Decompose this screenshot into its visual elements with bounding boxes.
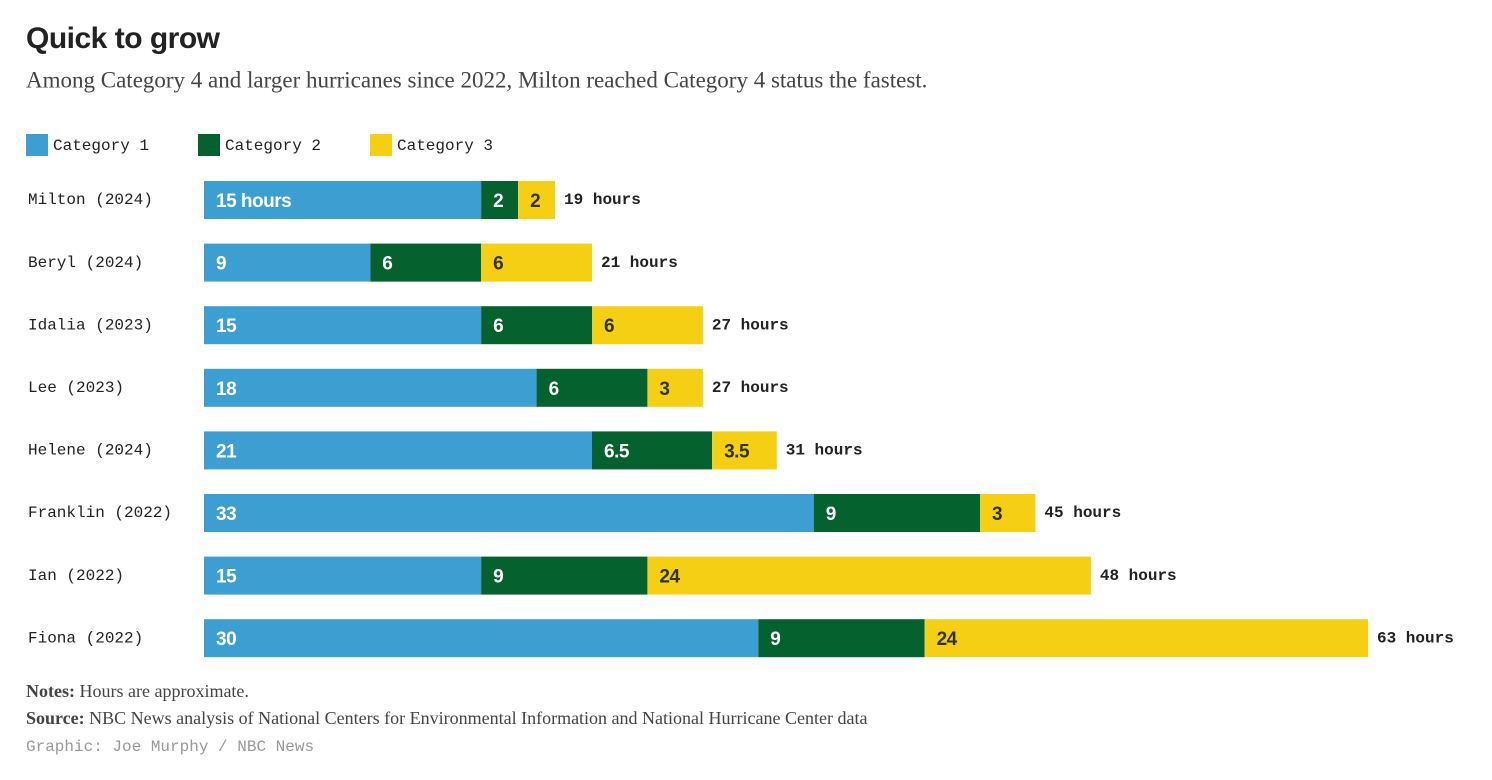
notes-label: Notes: bbox=[26, 681, 75, 701]
value-label: 24 bbox=[937, 629, 958, 650]
total-label: 27 hours bbox=[712, 379, 789, 397]
value-label: 24 bbox=[659, 567, 680, 588]
value-label: 3.5 bbox=[724, 441, 750, 462]
chart-subtitle: Among Category 4 and larger hurricanes s… bbox=[26, 67, 927, 92]
bar-segment bbox=[980, 494, 1036, 532]
value-label: 9 bbox=[826, 504, 836, 525]
bar-segment bbox=[647, 556, 1091, 595]
value-label: 15 hours bbox=[216, 191, 291, 212]
value-label: 6.5 bbox=[604, 441, 630, 462]
source-label: Source: bbox=[26, 708, 85, 728]
value-label: 6 bbox=[493, 316, 503, 337]
value-label: 30 bbox=[216, 629, 236, 650]
bar-segment bbox=[924, 619, 1368, 658]
category-label: Fiona (2022) bbox=[28, 629, 143, 647]
value-label: 6 bbox=[382, 254, 392, 275]
value-label: 6 bbox=[604, 316, 614, 337]
credit: Graphic: Joe Murphy / NBC News bbox=[26, 738, 314, 756]
total-label: 45 hours bbox=[1044, 504, 1121, 522]
category-label: Franklin (2022) bbox=[28, 504, 172, 522]
bar-segment bbox=[204, 306, 482, 345]
value-label: 21 bbox=[216, 441, 237, 462]
bar-segment bbox=[813, 494, 980, 532]
category-label: Lee (2023) bbox=[28, 379, 124, 397]
value-label: 6 bbox=[549, 379, 559, 400]
notes: Notes: Hours are approximate. bbox=[26, 681, 249, 701]
value-label: 2 bbox=[530, 191, 540, 212]
bar-segment bbox=[481, 243, 592, 282]
bar-segment bbox=[204, 619, 759, 658]
legend-label: Category 1 bbox=[53, 137, 149, 155]
source: Source: NBC News analysis of National Ce… bbox=[26, 708, 867, 728]
bar-segment bbox=[204, 556, 482, 595]
bar-segment bbox=[204, 494, 814, 532]
category-label: Idalia (2023) bbox=[28, 316, 153, 334]
total-label: 48 hours bbox=[1100, 567, 1177, 585]
bar-segment bbox=[592, 306, 703, 345]
category-label: Ian (2022) bbox=[28, 567, 124, 585]
value-label: 2 bbox=[493, 191, 503, 212]
value-label: 9 bbox=[770, 629, 780, 650]
bar-segment bbox=[592, 431, 713, 470]
chart-title: Quick to grow bbox=[26, 22, 221, 55]
value-label: 6 bbox=[493, 254, 503, 275]
notes-text: Hours are approximate. bbox=[79, 681, 248, 701]
bar-segment bbox=[481, 181, 519, 219]
bar-segment bbox=[204, 368, 537, 407]
bar-segment bbox=[204, 431, 592, 470]
bar-segment bbox=[204, 181, 482, 219]
value-label: 15 bbox=[216, 316, 237, 337]
value-label: 3 bbox=[659, 379, 669, 400]
total-label: 19 hours bbox=[564, 191, 641, 209]
category-label: Helene (2024) bbox=[28, 442, 153, 460]
bar-segment bbox=[536, 368, 648, 407]
value-label: 3 bbox=[992, 504, 1002, 525]
value-label: 15 bbox=[216, 567, 237, 588]
legend-swatch bbox=[370, 134, 392, 156]
legend-label: Category 2 bbox=[225, 137, 321, 155]
value-label: 9 bbox=[493, 567, 503, 588]
bar-segment bbox=[370, 243, 482, 282]
value-label: 9 bbox=[216, 254, 226, 275]
value-label: 18 bbox=[216, 379, 236, 400]
total-label: 27 hours bbox=[712, 316, 789, 334]
legend-swatch bbox=[198, 134, 220, 156]
total-label: 63 hours bbox=[1377, 629, 1454, 647]
category-label: Beryl (2024) bbox=[28, 254, 143, 272]
bar-segment bbox=[712, 431, 777, 470]
total-label: 31 hours bbox=[786, 442, 863, 460]
total-label: 21 hours bbox=[601, 254, 678, 272]
bar-segment bbox=[758, 619, 925, 658]
value-label: 33 bbox=[216, 504, 236, 525]
bar-segment bbox=[204, 243, 371, 282]
bar-segment bbox=[481, 306, 592, 345]
category-label: Milton (2024) bbox=[28, 191, 153, 209]
bar-segment bbox=[647, 368, 703, 407]
bar-segment bbox=[518, 181, 556, 219]
legend-swatch bbox=[26, 134, 48, 156]
bar-segment bbox=[481, 556, 648, 595]
legend-label: Category 3 bbox=[397, 137, 493, 155]
source-text: NBC News analysis of National Centers fo… bbox=[89, 708, 867, 728]
